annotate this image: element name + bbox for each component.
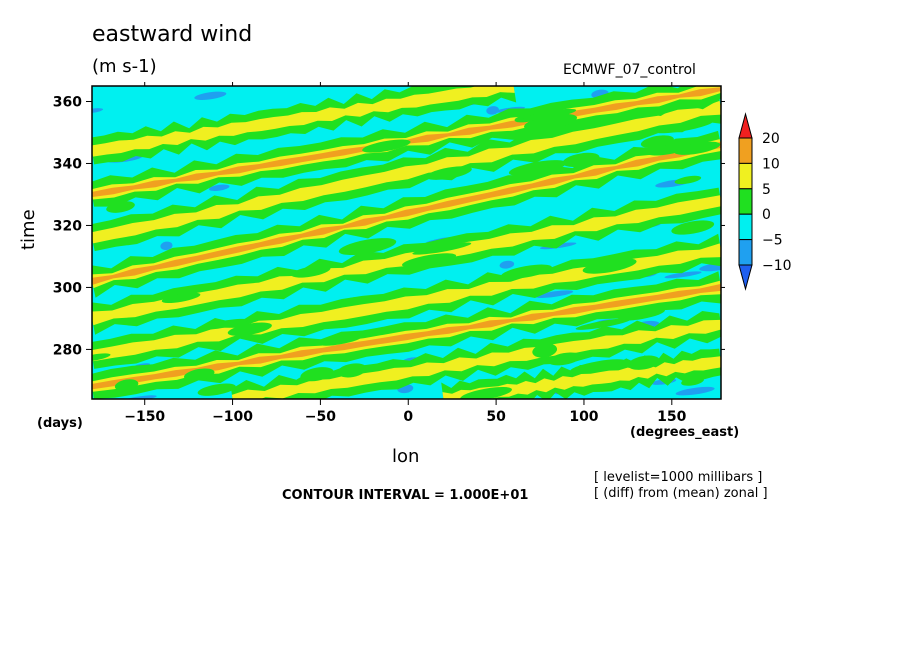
x-tick-label: −100 [212,409,253,425]
note-levelist: [ levelist=1000 millibars ] [594,470,763,485]
colorbar-label: −10 [762,258,792,274]
y-tick-label: 300 [53,280,82,296]
note-diff: [ (diff) from (mean) zonal ] [594,486,768,501]
y-axis-units: (days) [37,416,83,431]
colorbar-bottom-arrow [738,264,753,291]
colorbar-label: 0 [762,207,771,223]
green-patch [291,265,331,278]
green-patch [640,135,674,149]
colorbar-label: −5 [762,233,783,249]
green-patch [500,264,552,279]
green-patch [402,253,457,268]
green-patch [627,355,660,370]
colorbar-segment [738,137,753,164]
colorbar-label: 20 [762,131,780,147]
green-patch [196,318,248,331]
dataset-label: ECMWF_07_control [563,62,696,78]
y-tick-label: 280 [53,342,82,358]
green-patch [575,318,631,330]
green-patch [338,238,397,256]
y-tick-label: 320 [53,218,82,234]
x-tick-label: 50 [486,409,506,425]
blue-patch [499,260,515,269]
green-patch [512,164,556,175]
colorbar-label: 10 [762,156,780,172]
green-patch [645,141,691,156]
blue-patch [699,262,721,272]
colorbar-segment [738,188,753,215]
green-patch [460,387,512,399]
green-patch [184,368,215,381]
green-patch [161,292,201,304]
green-patch [674,175,702,185]
green-patch [92,353,111,363]
blue-patch [194,91,227,100]
streak-yellow [231,319,721,399]
blue-patch [675,386,715,396]
plot-frame [91,85,722,400]
colorbar: 20 10 5 0 −5 −10 [738,112,792,291]
green-patch [655,120,713,134]
chart-units: (m s-1) [92,56,157,77]
green-patch [570,359,627,374]
streak-yellow [92,195,721,326]
green-patch [674,141,721,155]
green-patch [197,383,236,396]
blue-patch [664,271,702,279]
green-patch [106,201,135,213]
x-tick-label: −50 [305,409,336,425]
green-patch [114,379,139,391]
green-patch [532,343,558,358]
x-axis-units: (degrees_east) [630,425,740,440]
green-patch [362,139,411,153]
green-patch [562,152,600,167]
chart-title: eastward wind [92,22,253,47]
green-patch [524,113,578,131]
green-patch [412,242,472,255]
x-axis-label: lon [392,446,420,467]
streak-yellow [92,100,721,244]
x-tick-label: −150 [124,409,165,425]
y-tick-label: 340 [53,156,82,172]
streak-yellow [92,86,515,157]
blue-patch [208,184,230,191]
y-tick-label: 360 [53,94,82,110]
colorbar-segment [738,162,753,190]
x-tick-label: 100 [569,409,598,425]
x-tick-label: 0 [403,409,413,425]
green-patch [522,108,577,121]
green-patch [337,363,367,378]
colorbar-label: 5 [762,182,771,198]
green-patch [425,166,472,180]
green-patch [300,367,334,382]
streak-orange [92,142,721,285]
green-patch [618,308,665,321]
colorbar-top-arrow [738,112,753,139]
blue-patch [486,106,499,115]
x-tick-label: 150 [657,409,686,425]
green-patch [227,322,272,336]
green-patch [681,376,704,386]
contour-interval: CONTOUR INTERVAL = 1.000E+01 [282,488,529,503]
green-patch [319,334,362,346]
blue-patch [535,290,574,298]
colorbar-segment [738,213,753,241]
streak-orange [92,284,721,390]
colorbar-segment [738,239,753,266]
green-patch [671,220,715,235]
y-axis: 280 300 320 340 360 [53,94,725,358]
blue-patch [160,241,173,251]
green-patch [582,258,637,274]
x-axis: −150 −100 −50 0 50 100 150 [124,82,687,425]
green-patch [548,352,581,366]
heatmap-field [92,86,721,399]
green-patch [342,297,362,305]
